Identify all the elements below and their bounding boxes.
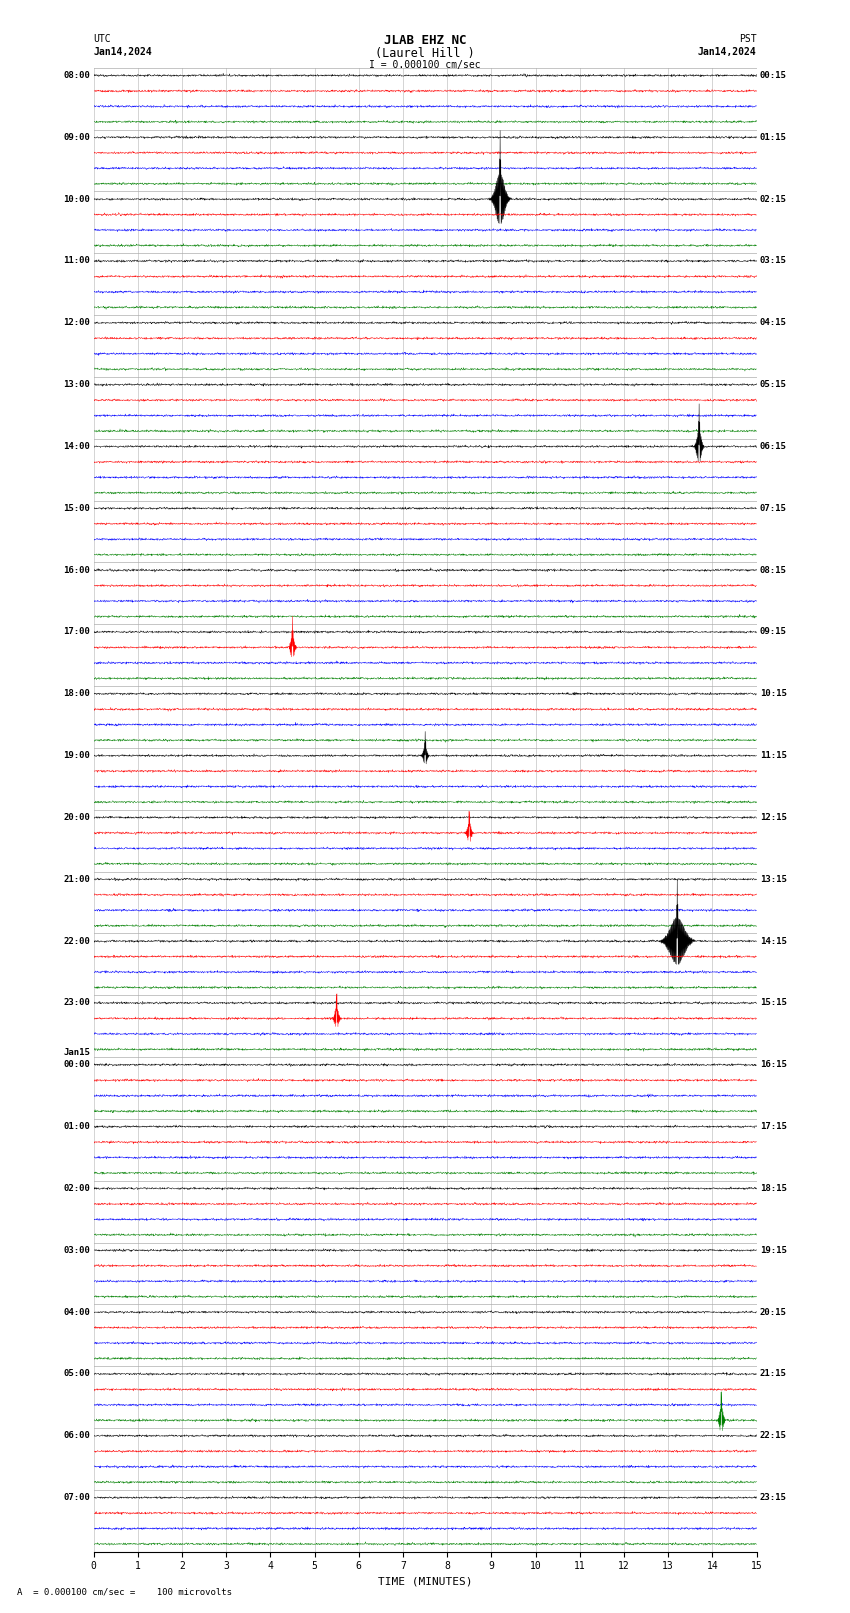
- Text: 09:15: 09:15: [760, 627, 787, 637]
- Text: 22:00: 22:00: [63, 937, 90, 945]
- Text: 17:15: 17:15: [760, 1123, 787, 1131]
- Text: 12:00: 12:00: [63, 318, 90, 327]
- Text: 11:15: 11:15: [760, 752, 787, 760]
- Text: 19:15: 19:15: [760, 1245, 787, 1255]
- Text: 00:15: 00:15: [760, 71, 787, 81]
- X-axis label: TIME (MINUTES): TIME (MINUTES): [377, 1578, 473, 1587]
- Text: 10:00: 10:00: [63, 195, 90, 203]
- Text: 01:00: 01:00: [63, 1123, 90, 1131]
- Text: 08:15: 08:15: [760, 566, 787, 574]
- Text: 09:00: 09:00: [63, 132, 90, 142]
- Text: A  = 0.000100 cm/sec =    100 microvolts: A = 0.000100 cm/sec = 100 microvolts: [17, 1587, 232, 1597]
- Text: (Laurel Hill ): (Laurel Hill ): [375, 47, 475, 60]
- Text: 05:00: 05:00: [63, 1369, 90, 1379]
- Text: 00:00: 00:00: [63, 1060, 90, 1069]
- Text: 18:00: 18:00: [63, 689, 90, 698]
- Text: 02:15: 02:15: [760, 195, 787, 203]
- Text: 06:00: 06:00: [63, 1431, 90, 1440]
- Text: 23:15: 23:15: [760, 1494, 787, 1502]
- Text: 13:00: 13:00: [63, 381, 90, 389]
- Text: 18:15: 18:15: [760, 1184, 787, 1194]
- Text: Jan14,2024: Jan14,2024: [94, 47, 152, 56]
- Text: UTC: UTC: [94, 34, 111, 44]
- Text: 16:15: 16:15: [760, 1060, 787, 1069]
- Text: 04:00: 04:00: [63, 1308, 90, 1316]
- Text: 07:00: 07:00: [63, 1494, 90, 1502]
- Text: 05:15: 05:15: [760, 381, 787, 389]
- Text: 12:15: 12:15: [760, 813, 787, 823]
- Text: 15:15: 15:15: [760, 998, 787, 1008]
- Text: PST: PST: [739, 34, 756, 44]
- Text: 19:00: 19:00: [63, 752, 90, 760]
- Text: 17:00: 17:00: [63, 627, 90, 637]
- Text: Jan15: Jan15: [63, 1048, 90, 1057]
- Text: I = 0.000100 cm/sec: I = 0.000100 cm/sec: [369, 60, 481, 69]
- Text: 08:00: 08:00: [63, 71, 90, 81]
- Text: Jan14,2024: Jan14,2024: [698, 47, 756, 56]
- Text: 11:00: 11:00: [63, 256, 90, 266]
- Text: 04:15: 04:15: [760, 318, 787, 327]
- Text: 02:00: 02:00: [63, 1184, 90, 1194]
- Text: 10:15: 10:15: [760, 689, 787, 698]
- Text: 01:15: 01:15: [760, 132, 787, 142]
- Text: 23:00: 23:00: [63, 998, 90, 1008]
- Text: 20:15: 20:15: [760, 1308, 787, 1316]
- Text: JLAB EHZ NC: JLAB EHZ NC: [383, 34, 467, 47]
- Text: 03:00: 03:00: [63, 1245, 90, 1255]
- Text: 14:15: 14:15: [760, 937, 787, 945]
- Text: 21:00: 21:00: [63, 874, 90, 884]
- Text: 21:15: 21:15: [760, 1369, 787, 1379]
- Text: 16:00: 16:00: [63, 566, 90, 574]
- Text: 14:00: 14:00: [63, 442, 90, 452]
- Text: 03:15: 03:15: [760, 256, 787, 266]
- Text: 22:15: 22:15: [760, 1431, 787, 1440]
- Text: 07:15: 07:15: [760, 503, 787, 513]
- Text: 20:00: 20:00: [63, 813, 90, 823]
- Text: 15:00: 15:00: [63, 503, 90, 513]
- Text: 06:15: 06:15: [760, 442, 787, 452]
- Text: 13:15: 13:15: [760, 874, 787, 884]
